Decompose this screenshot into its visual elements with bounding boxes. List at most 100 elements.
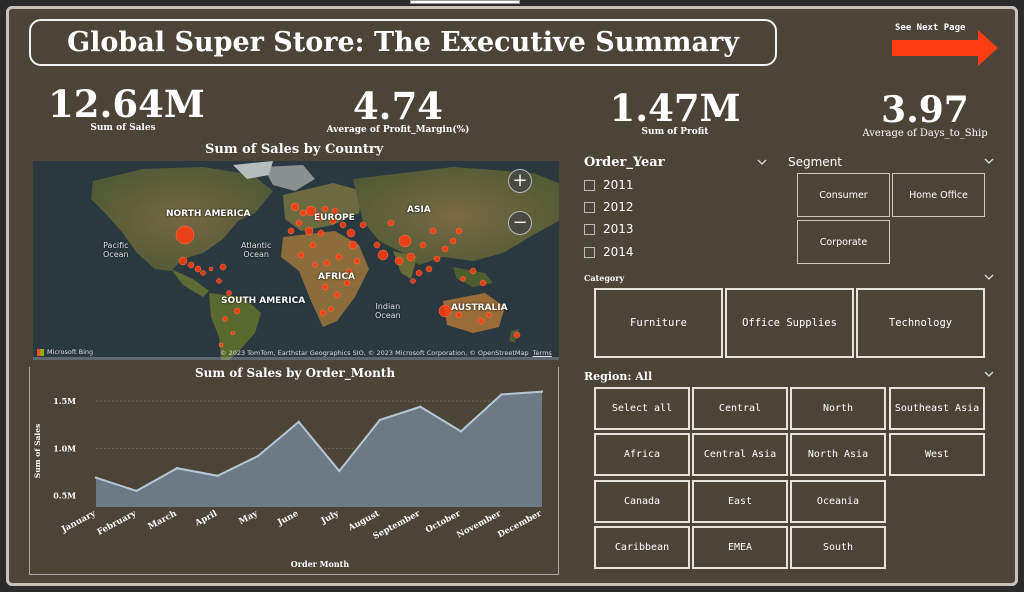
- data-point[interactable]: [297, 420, 300, 424]
- region-tile-central[interactable]: Central: [692, 387, 788, 430]
- region-tile-east[interactable]: East: [692, 480, 788, 523]
- category-office-supplies-button[interactable]: Office Supplies: [725, 288, 854, 358]
- map-bubble[interactable]: [455, 227, 463, 235]
- checkbox[interactable]: [584, 179, 595, 191]
- map-bubble[interactable]: [317, 229, 325, 237]
- region-tile-north[interactable]: North: [790, 387, 886, 430]
- map-bubble[interactable]: [329, 217, 337, 225]
- year-option[interactable]: 2013: [584, 222, 634, 236]
- year-option[interactable]: 2012: [584, 200, 634, 214]
- chevron-down-icon[interactable]: [984, 157, 994, 165]
- region-tile-caribbean[interactable]: Caribbean: [594, 526, 690, 569]
- chevron-down-icon[interactable]: [757, 158, 767, 166]
- map-bubble[interactable]: [194, 265, 202, 273]
- map-bubble[interactable]: [406, 252, 416, 262]
- map-bubble[interactable]: [218, 342, 224, 348]
- map-bubble[interactable]: [323, 259, 331, 267]
- category-technology-button[interactable]: Technology: [856, 288, 985, 358]
- map-bubble[interactable]: [441, 245, 449, 253]
- chevron-down-icon[interactable]: [984, 273, 994, 281]
- map-bubble[interactable]: [187, 261, 195, 269]
- segment-home-office-button[interactable]: Home Office: [892, 173, 985, 217]
- data-point[interactable]: [500, 393, 503, 396]
- map-bubble[interactable]: [449, 237, 457, 245]
- data-point[interactable]: [135, 489, 138, 493]
- map-bubble[interactable]: [415, 269, 423, 277]
- map-bubble[interactable]: [290, 202, 300, 212]
- map-bubble[interactable]: [287, 227, 295, 235]
- map-bubble[interactable]: [309, 241, 317, 249]
- segment-consumer-button[interactable]: Consumer: [797, 173, 890, 217]
- year-option[interactable]: 2014: [584, 245, 634, 259]
- zoom-out-button[interactable]: −: [508, 211, 532, 235]
- map-bubble[interactable]: [513, 331, 521, 339]
- region-tile-west[interactable]: West: [889, 433, 985, 476]
- checkbox[interactable]: [584, 201, 595, 213]
- data-point[interactable]: [378, 418, 382, 422]
- map-bubble[interactable]: [222, 316, 228, 322]
- category-furniture-button[interactable]: Furniture: [594, 288, 723, 358]
- data-point[interactable]: [216, 474, 219, 477]
- map-bubble[interactable]: [233, 307, 241, 315]
- data-point[interactable]: [540, 390, 544, 393]
- data-point[interactable]: [459, 430, 463, 433]
- checkbox[interactable]: [584, 246, 595, 258]
- map-bubble[interactable]: [410, 278, 416, 284]
- map-bubble[interactable]: [346, 228, 356, 238]
- map-bubble[interactable]: [312, 262, 318, 268]
- map-bubble[interactable]: [208, 266, 214, 272]
- region-tile-select-all[interactable]: Select all: [594, 387, 690, 430]
- map-bubble[interactable]: [479, 279, 487, 287]
- map-bubble[interactable]: [321, 205, 329, 213]
- data-point[interactable]: [338, 469, 341, 473]
- map-bubble[interactable]: [469, 267, 477, 275]
- region-tile-africa[interactable]: Africa: [594, 433, 690, 476]
- data-point[interactable]: [419, 405, 422, 408]
- map-bubble[interactable]: [460, 276, 466, 282]
- map-bubble[interactable]: [425, 265, 433, 273]
- map-bubble[interactable]: [295, 219, 303, 227]
- map-bubble[interactable]: [387, 219, 395, 227]
- map-bubble[interactable]: [353, 257, 361, 265]
- map-bubble[interactable]: [359, 221, 367, 229]
- map-bubble[interactable]: [398, 234, 412, 248]
- map-bubble[interactable]: [373, 241, 381, 249]
- map-bubble[interactable]: [305, 205, 317, 217]
- region-tile-oceania[interactable]: Oceania: [790, 480, 886, 523]
- data-point[interactable]: [94, 476, 98, 479]
- map-bubble[interactable]: [328, 306, 334, 312]
- data-point[interactable]: [256, 454, 260, 458]
- sales-map[interactable]: NORTH AMERICA EUROPE ASIA AFRICA SOUTH A…: [33, 161, 559, 360]
- map-bubble[interactable]: [200, 270, 206, 276]
- region-tile-central-asia[interactable]: Central Asia: [692, 433, 788, 476]
- map-bubble[interactable]: [419, 241, 427, 249]
- map-bubble[interactable]: [297, 251, 305, 259]
- region-tile-southeast-asia[interactable]: Southeast Asia: [889, 387, 985, 430]
- map-bubble[interactable]: [314, 212, 324, 222]
- map-bubble[interactable]: [339, 221, 347, 229]
- region-tile-south[interactable]: South: [790, 526, 886, 569]
- region-tile-north-asia[interactable]: North Asia: [790, 433, 886, 476]
- map-bubble[interactable]: [331, 207, 339, 215]
- data-point[interactable]: [175, 467, 179, 470]
- sales-by-month-chart[interactable]: Sum of Sales by Order_Month 0.5M 1.0M 1.5M J…: [29, 367, 559, 575]
- map-bubble[interactable]: [377, 249, 389, 261]
- map-bubble[interactable]: [175, 225, 195, 245]
- next-page-button[interactable]: See Next Page: [890, 22, 1000, 68]
- map-bubble[interactable]: [230, 330, 236, 336]
- map-bubble[interactable]: [477, 317, 485, 325]
- chevron-down-icon[interactable]: [984, 370, 994, 378]
- segment-corporate-button[interactable]: Corporate: [797, 220, 890, 264]
- map-bubble[interactable]: [455, 311, 463, 319]
- map-bubble[interactable]: [178, 256, 188, 266]
- map-bubble[interactable]: [321, 283, 329, 291]
- map-bubble[interactable]: [335, 253, 343, 261]
- region-tile-emea[interactable]: EMEA: [692, 526, 788, 569]
- terms-link[interactable]: Terms: [532, 349, 552, 357]
- map-bubble[interactable]: [319, 309, 327, 317]
- map-bubble[interactable]: [299, 209, 307, 217]
- map-bubble[interactable]: [438, 304, 452, 318]
- map-bubble[interactable]: [219, 263, 227, 271]
- map-bubble[interactable]: [394, 256, 404, 266]
- map-bubble[interactable]: [433, 255, 441, 263]
